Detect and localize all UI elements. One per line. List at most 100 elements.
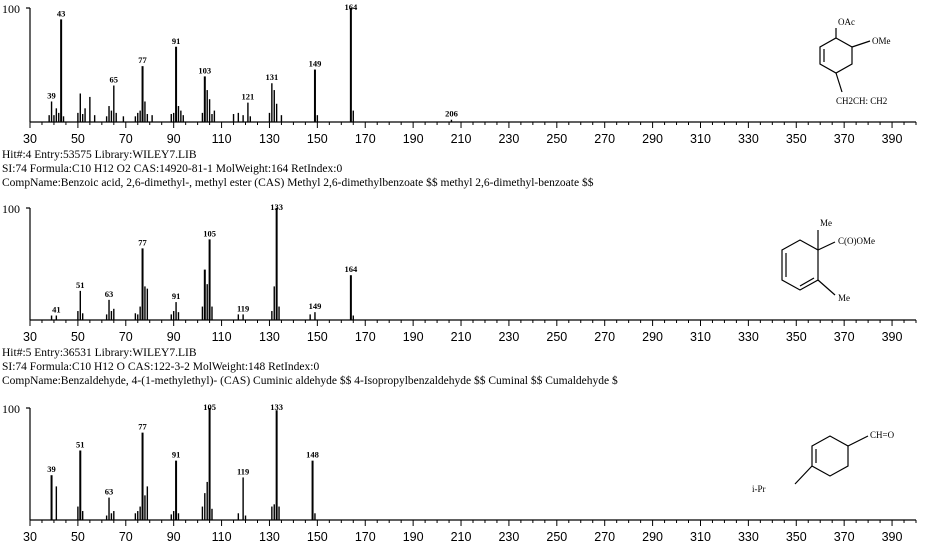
x-tick-label: 290 xyxy=(642,330,663,344)
peak-label: 41 xyxy=(52,305,61,315)
x-tick-label: 130 xyxy=(259,132,280,146)
peak-label: 133 xyxy=(270,202,283,212)
x-tick-label: 370 xyxy=(834,132,855,146)
x-tick-label: 270 xyxy=(594,530,615,544)
x-tick-label: 350 xyxy=(786,330,807,344)
allyl-label: CH2CH: CH2 xyxy=(836,96,887,106)
x-tick-label: 170 xyxy=(355,530,376,544)
peak-label: 164 xyxy=(345,2,359,12)
spectrum-panel-2: 100 30 50 70 90 110 130 150 170 190 210 230 250 270 29… xyxy=(2,202,917,344)
ome-label: OMe xyxy=(872,36,891,46)
x-tick-label: 270 xyxy=(594,132,615,146)
x-tick-label: 390 xyxy=(882,330,903,344)
x-tick-label: 110 xyxy=(212,530,232,544)
peak-label: 39 xyxy=(47,90,56,100)
benzene-ring-1 xyxy=(819,37,853,74)
x-tick-label: 330 xyxy=(738,530,759,544)
x-tick-label: 90 xyxy=(167,330,181,344)
x-tick-label: 390 xyxy=(882,530,903,544)
x-tick-label: 70 xyxy=(119,132,133,146)
x-tick-label: 70 xyxy=(119,330,133,344)
peak-label: 43 xyxy=(57,8,66,18)
peak-label: 121 xyxy=(242,92,255,102)
peak-label: 63 xyxy=(105,487,114,497)
x-tick-label: 290 xyxy=(642,530,663,544)
x-tick-label: 310 xyxy=(690,330,711,344)
x-tick-label: 250 xyxy=(546,132,567,146)
aldehyde-label: CH=O xyxy=(870,430,895,440)
peak-label: 149 xyxy=(309,59,322,69)
peak-label: 105 xyxy=(203,402,216,412)
peak-label: 51 xyxy=(76,280,85,290)
x-tick-label: 90 xyxy=(167,530,181,544)
x-tick-label: 150 xyxy=(307,132,328,146)
x-tick-label: 370 xyxy=(834,330,855,344)
hit5-si-line: SI:74 Formula:C10 H12 O CAS:122-3-2 MolW… xyxy=(2,361,320,373)
spectrum-panel-3: 100 30 50 70 90 110 130 150 170 190 210 230 250 270 29… xyxy=(2,402,917,544)
spectrum-panel-1: 100 30 50 70 90 110 130 150 170 190 210 230 250 270 29… xyxy=(2,2,917,146)
peak-label: 63 xyxy=(105,289,114,299)
x-tick-label: 190 xyxy=(403,330,424,344)
structure-2: Me C(O)OMe Me xyxy=(781,218,875,303)
peak-label: 164 xyxy=(345,264,359,274)
peak-label: 65 xyxy=(110,75,119,85)
peak-label: 77 xyxy=(138,422,147,432)
x-tick-label: 230 xyxy=(498,132,519,146)
x-tick-label: 150 xyxy=(307,530,328,544)
benzene-ring-3 xyxy=(811,435,849,477)
x-tick-label: 50 xyxy=(71,132,85,146)
structure-3: CH=O i-Pr xyxy=(752,430,895,494)
y-axis-100-label: 100 xyxy=(2,402,20,416)
peak-label: 148 xyxy=(306,450,319,460)
x-tick-label: 130 xyxy=(259,530,280,544)
x-tick-label: 310 xyxy=(690,530,711,544)
y-axis-100-label: 100 xyxy=(2,2,20,16)
x-tick-label: 310 xyxy=(690,132,711,146)
hit4-compname-line: CompName:Benzoic acid, 2,6-dimethyl-, me… xyxy=(2,177,594,189)
x-tick-label: 110 xyxy=(212,330,232,344)
x-tick-label: 190 xyxy=(403,530,424,544)
x-tick-label: 130 xyxy=(259,330,280,344)
x-tick-label: 390 xyxy=(882,132,903,146)
peak-label: 103 xyxy=(198,65,211,75)
hit5-compname-line: CompName:Benzaldehyde, 4-(1-methylethyl)… xyxy=(2,375,618,387)
x-tick-label: 330 xyxy=(738,132,759,146)
x-tick-label: 70 xyxy=(119,530,133,544)
peak-label: 91 xyxy=(172,291,181,301)
x-tick-label: 210 xyxy=(451,530,472,544)
x-tick-label: 270 xyxy=(594,330,615,344)
peak-label: 119 xyxy=(237,466,249,476)
peak-label: 77 xyxy=(138,55,147,65)
ester-label: C(O)OMe xyxy=(838,236,875,246)
x-tick-label: 30 xyxy=(23,132,37,146)
x-tick-label: 150 xyxy=(307,330,328,344)
me-top-label: Me xyxy=(820,218,832,228)
x-tick-label: 110 xyxy=(212,132,232,146)
peak-label: 105 xyxy=(203,228,216,238)
x-tick-label: 370 xyxy=(834,530,855,544)
peak-label: 149 xyxy=(309,301,322,311)
x-tick-label: 350 xyxy=(786,530,807,544)
x-tick-label: 210 xyxy=(451,132,472,146)
x-tick-label: 290 xyxy=(642,132,663,146)
x-tick-label: 90 xyxy=(167,132,181,146)
y-axis-100-label: 100 xyxy=(2,202,20,216)
x-tick-label: 30 xyxy=(23,330,37,344)
x-tick-label: 190 xyxy=(403,132,424,146)
x-tick-label: 170 xyxy=(355,330,376,344)
hit4-si-line: SI:74 Formula:C10 H12 O2 CAS:14920-81-1 … xyxy=(2,163,343,175)
peak-label: 133 xyxy=(270,402,283,412)
x-tick-label: 330 xyxy=(738,330,759,344)
x-tick-label: 250 xyxy=(546,530,567,544)
benzene-ring-2 xyxy=(781,239,819,291)
peak-label: 206 xyxy=(445,109,458,119)
structure-1: OAc OMe CH2CH: CH2 xyxy=(819,17,891,106)
x-tick-label: 230 xyxy=(498,530,519,544)
peak-label: 119 xyxy=(237,303,249,313)
x-tick-label: 50 xyxy=(71,530,85,544)
x-tick-label: 350 xyxy=(786,132,807,146)
hit4-header-line: Hit#:4 Entry:53575 Library:WILEY7.LIB xyxy=(2,149,197,161)
peak-label: 91 xyxy=(172,450,181,460)
